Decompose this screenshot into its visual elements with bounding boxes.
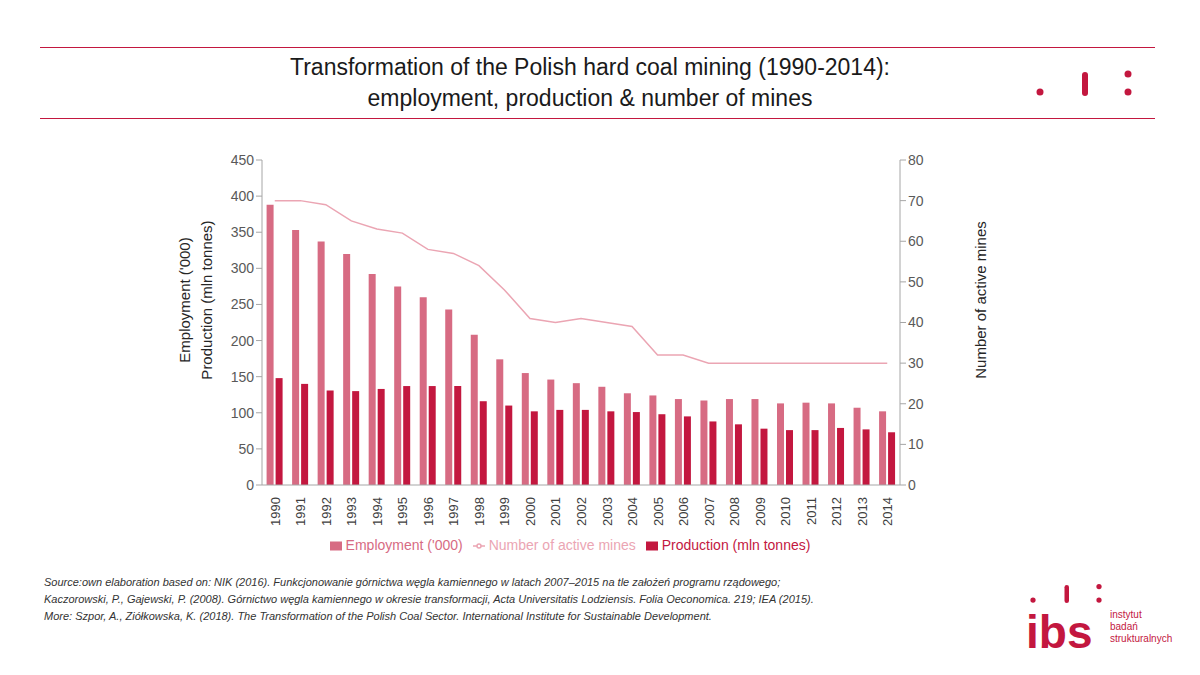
svg-text:10: 10 — [908, 436, 924, 452]
svg-text:2012: 2012 — [829, 497, 844, 526]
svg-text:2014: 2014 — [880, 497, 895, 526]
svg-text:300: 300 — [231, 260, 255, 276]
svg-text:150: 150 — [231, 369, 255, 385]
svg-text:0: 0 — [246, 477, 254, 493]
svg-text:2003: 2003 — [600, 497, 615, 526]
svg-text:1996: 1996 — [421, 497, 436, 526]
svg-text:1998: 1998 — [472, 497, 487, 526]
html-text:Number of active mines: Number of active mines — [971, 221, 989, 379]
html-text:Source:own elaboration based o: Source:own elaboration based on: NIK (20… — [44, 576, 781, 588]
svg-text:1993: 1993 — [344, 497, 359, 526]
html-text:Employment ('000): Employment ('000) — [175, 237, 193, 363]
svg-text:1991: 1991 — [293, 497, 308, 526]
svg-text:40: 40 — [908, 314, 924, 330]
svg-text:2001: 2001 — [548, 497, 563, 526]
html-text:Transformation of the Polish h: Transformation of the Polish hard coal m… — [290, 54, 890, 80]
html-text:Production (mln tonnes): Production (mln tonnes) — [661, 537, 811, 553]
html-text:Kaczorowski, P., Gajewski, P.: Kaczorowski, P., Gajewski, P. (2008). Gó… — [44, 593, 814, 605]
html-text:Employment ('000): Employment ('000) — [345, 537, 463, 553]
svg-text:400: 400 — [231, 188, 255, 204]
svg-text:2013: 2013 — [855, 497, 870, 526]
html-text:More: Szpor, A., Ziółkowska, K: More: Szpor, A., Ziółkowska, K. (2018). … — [44, 610, 712, 622]
svg-text:2000: 2000 — [523, 497, 538, 526]
svg-text:80: 80 — [908, 152, 924, 168]
svg-text:1997: 1997 — [446, 497, 461, 526]
svg-text:30: 30 — [908, 355, 924, 371]
svg-text:250: 250 — [231, 296, 255, 312]
svg-text:2004: 2004 — [625, 497, 640, 526]
svg-text:strukturalnych: strukturalnych — [1110, 633, 1172, 644]
svg-text:1994: 1994 — [370, 497, 385, 526]
html-text:employment, production & numbe: employment, production & number of mines — [367, 85, 813, 111]
svg-text:2002: 2002 — [574, 497, 589, 526]
svg-text:1995: 1995 — [395, 497, 410, 526]
svg-text:20: 20 — [908, 396, 924, 412]
svg-text:1990: 1990 — [268, 497, 283, 526]
svg-text:1999: 1999 — [497, 497, 512, 526]
svg-text:200: 200 — [231, 333, 255, 349]
svg-text:badań: badań — [1110, 621, 1138, 632]
svg-text:350: 350 — [231, 224, 255, 240]
svg-text:450: 450 — [231, 152, 255, 168]
svg-text:2006: 2006 — [676, 497, 691, 526]
svg-text:0: 0 — [908, 477, 916, 493]
svg-text:50: 50 — [908, 274, 924, 290]
svg-text:100: 100 — [231, 405, 255, 421]
svg-text:50: 50 — [238, 441, 254, 457]
svg-text:60: 60 — [908, 233, 924, 249]
svg-text:2011: 2011 — [804, 497, 819, 525]
svg-text:instytut: instytut — [1110, 609, 1142, 620]
svg-text:1992: 1992 — [319, 497, 334, 526]
html-text:Production (mln tonnes): Production (mln tonnes) — [197, 220, 215, 380]
svg-text:2008: 2008 — [727, 497, 742, 526]
svg-text:ibs: ibs — [1026, 606, 1092, 658]
html-text:Number of active mines: Number of active mines — [488, 537, 636, 553]
svg-text:2010: 2010 — [778, 497, 793, 526]
svg-text:2005: 2005 — [651, 497, 666, 526]
svg-text:2007: 2007 — [702, 497, 717, 526]
svg-text:2009: 2009 — [753, 497, 768, 526]
svg-text:70: 70 — [908, 193, 924, 209]
